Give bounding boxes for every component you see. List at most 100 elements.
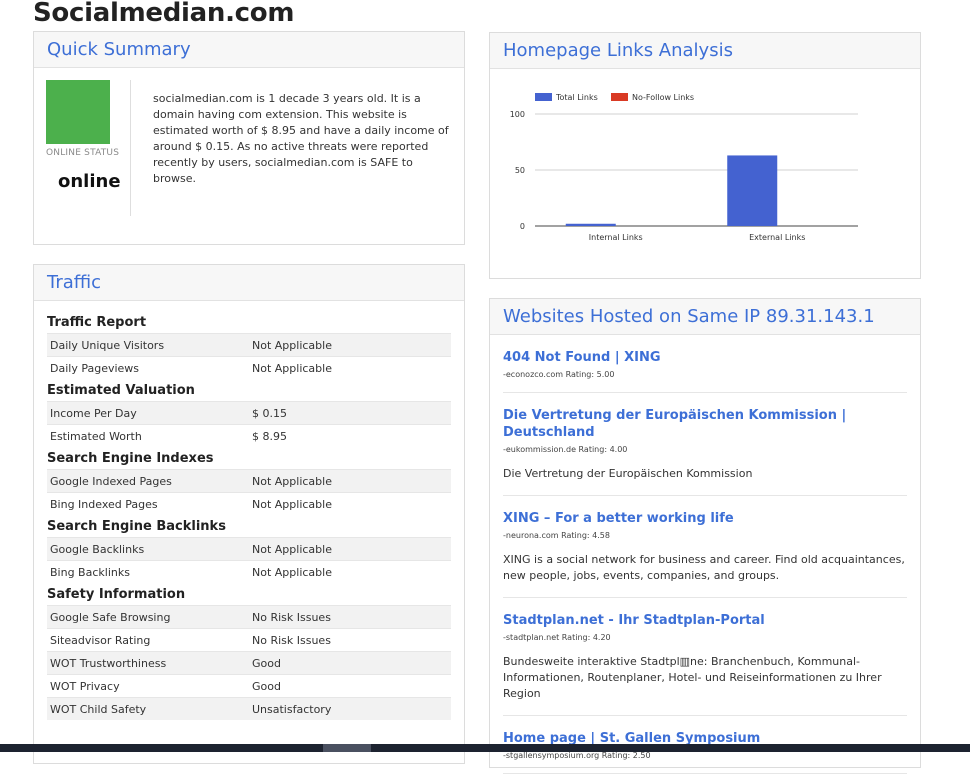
site-link[interactable]: 404 Not Found | XING (503, 350, 661, 365)
legend-label: No-Follow Links (632, 93, 694, 102)
section-title: Search Engine Backlinks (47, 519, 226, 534)
section-title: Traffic Report (47, 315, 147, 330)
section-title: Search Engine Indexes (47, 451, 214, 466)
scrollbar-thumb[interactable] (323, 744, 371, 752)
section-title: Safety Information (47, 587, 186, 602)
site-meta: -neurona.com Rating: 4.58 (503, 531, 610, 540)
hosted-sites-header: Websites Hosted on Same IP 89.31.143.1 (490, 299, 920, 335)
table-row: Bing Backlinks Not Applicable (47, 560, 451, 583)
row-value: Unsatisfactory (249, 697, 451, 720)
y-tick-label: 0 (520, 222, 525, 231)
table-row: WOT Trustworthiness Good (47, 651, 451, 675)
traffic-header: Traffic (34, 265, 464, 301)
site-description: Die Vertretung der Europäischen Kommissi… (503, 467, 753, 480)
row-value: $ 0.15 (249, 401, 451, 425)
row-value: $ 8.95 (249, 424, 451, 447)
search-engine-backlinks-section: Search Engine Backlinks Google Backlinks… (47, 519, 451, 583)
row-label: Bing Backlinks (47, 560, 249, 583)
links-analysis-panel: Homepage Links Analysis 0 50 100 Total Link… (489, 32, 921, 279)
site-title: Socialmedian.com (33, 0, 295, 28)
online-status-box: ONLINE STATUS online (46, 80, 131, 216)
safety-information-section: Safety Information Google Safe Browsing N… (47, 587, 451, 720)
links-analysis-header: Homepage Links Analysis (490, 33, 920, 69)
quick-summary-header: Quick Summary (34, 32, 464, 68)
row-label: Daily Unique Visitors (47, 333, 249, 357)
row-label: Bing Indexed Pages (47, 492, 249, 515)
y-tick-label: 50 (515, 166, 525, 175)
legend-swatch (535, 93, 552, 101)
links-chart: 0 50 100 Total Links No-Follow Links Internal… (510, 93, 858, 242)
legend-swatch (611, 93, 628, 101)
site-meta: -econozco.com Rating: 5.00 (503, 370, 615, 379)
row-label: WOT Child Safety (47, 697, 249, 720)
row-value: Good (249, 651, 451, 675)
estimated-valuation-section: Estimated Valuation Income Per Day $ 0.15… (47, 383, 451, 447)
row-value: Not Applicable (249, 492, 451, 515)
row-label: Siteadvisor Rating (47, 628, 249, 652)
list-item: Die Vertretung der Europäischen Kommissi… (503, 393, 907, 496)
hosted-sites-panel: Websites Hosted on Same IP 89.31.143.1 4… (489, 298, 921, 774)
row-value: Not Applicable (249, 356, 451, 379)
table-row: Siteadvisor Rating No Risk Issues (47, 628, 451, 652)
traffic-body: Traffic Report Daily Unique Visitors Not … (34, 301, 464, 720)
search-engine-backlinks-table: Google Backlinks Not Applicable Bing Back… (47, 537, 451, 583)
online-status-label: ONLINE STATUS (46, 148, 120, 158)
site-link[interactable]: Stadtplan.net - Ihr Stadtplan-Portal (503, 613, 765, 628)
table-row: Estimated Worth $ 8.95 (47, 424, 451, 447)
site-meta: -eukommission.de Rating: 4.00 (503, 445, 628, 454)
quick-summary-panel: Quick Summary ONLINE STATUS online socia… (33, 31, 465, 245)
table-row: Google Backlinks Not Applicable (47, 537, 451, 561)
row-value: Not Applicable (249, 537, 451, 561)
row-value: Not Applicable (249, 560, 451, 583)
traffic-report-section: Traffic Report Daily Unique Visitors Not … (47, 315, 451, 379)
bar (565, 223, 616, 226)
x-tick-label: Internal Links (589, 233, 643, 242)
row-value: Not Applicable (249, 469, 451, 493)
row-label: Google Safe Browsing (47, 605, 249, 629)
table-row: Google Safe Browsing No Risk Issues (47, 605, 451, 629)
list-item: XING – For a better working life -neuron… (503, 496, 907, 598)
traffic-panel: Traffic Traffic Report Daily Unique Visi… (33, 264, 465, 764)
row-label: Google Indexed Pages (47, 469, 249, 493)
list-item: Stadtplan.net - Ihr Stadtplan-Portal -st… (503, 598, 907, 716)
x-tick-label: External Links (749, 233, 805, 242)
legend-label: Total Links (555, 93, 598, 102)
table-row: Bing Indexed Pages Not Applicable (47, 492, 451, 515)
bar (727, 155, 778, 226)
row-label: WOT Trustworthiness (47, 651, 249, 675)
site-description: XING is a social network for business an… (503, 553, 905, 582)
hosted-sites-list: 404 Not Found | XING -econozco.com Ratin… (490, 335, 920, 774)
summary-text: socialmedian.com is 1 decade 3 years old… (153, 92, 449, 185)
list-item: 404 Not Found | XING -econozco.com Ratin… (503, 335, 907, 393)
safety-information-table: Google Safe Browsing No Risk Issues Sitea… (47, 605, 451, 720)
estimated-valuation-table: Income Per Day $ 0.15 Estimated Worth $ 8.… (47, 401, 451, 447)
traffic-report-table: Daily Unique Visitors Not Applicable Dail… (47, 333, 451, 379)
row-value: Not Applicable (249, 333, 451, 357)
table-row: WOT Privacy Good (47, 674, 451, 698)
row-label: Google Backlinks (47, 537, 249, 561)
table-row: Google Indexed Pages Not Applicable (47, 469, 451, 493)
online-status-value: online (58, 171, 121, 192)
site-link[interactable]: Home page | St. Gallen Symposium (503, 731, 761, 746)
horizontal-scrollbar[interactable] (0, 744, 970, 752)
site-link[interactable]: XING – For a better working life (503, 511, 734, 526)
search-engine-indexes-section: Search Engine Indexes Google Indexed Pag… (47, 451, 451, 515)
row-value: No Risk Issues (249, 605, 451, 629)
table-row: Income Per Day $ 0.15 (47, 401, 451, 425)
table-row: Daily Unique Visitors Not Applicable (47, 333, 451, 357)
row-label: Daily Pageviews (47, 356, 249, 379)
row-label: WOT Privacy (47, 674, 249, 698)
y-tick-label: 100 (510, 110, 525, 119)
section-title: Estimated Valuation (47, 383, 195, 398)
online-status-indicator (46, 80, 110, 144)
row-label: Income Per Day (47, 401, 249, 425)
row-value: Good (249, 674, 451, 698)
site-link[interactable]: Die Vertretung der Europäischen Kommissi… (503, 408, 847, 440)
site-meta: -stgallensymposium.org Rating: 2.50 (503, 751, 651, 760)
row-value: No Risk Issues (249, 628, 451, 652)
table-row: WOT Child Safety Unsatisfactory (47, 697, 451, 720)
site-meta: -stadtplan.net Rating: 4.20 (503, 633, 611, 642)
search-engine-indexes-table: Google Indexed Pages Not Applicable Bing … (47, 469, 451, 515)
table-row: Daily Pageviews Not Applicable (47, 356, 451, 379)
site-description: Bundesweite interaktive Stadtpl▥ne: Bran… (503, 655, 882, 700)
